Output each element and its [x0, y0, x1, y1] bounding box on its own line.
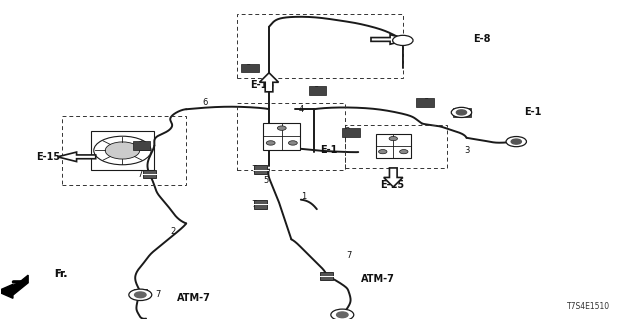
- Circle shape: [105, 142, 140, 159]
- Text: 7: 7: [155, 290, 160, 299]
- Text: Fr.: Fr.: [54, 269, 67, 279]
- Bar: [342, 128, 360, 137]
- Text: E-15: E-15: [250, 80, 274, 91]
- Text: 5: 5: [263, 176, 268, 185]
- Text: 8: 8: [458, 108, 463, 117]
- Circle shape: [389, 137, 397, 141]
- Circle shape: [399, 149, 408, 154]
- Bar: [320, 272, 333, 280]
- Circle shape: [393, 35, 413, 45]
- Text: 3: 3: [464, 146, 469, 155]
- Bar: [308, 86, 326, 95]
- Circle shape: [289, 141, 298, 145]
- Bar: [237, 103, 346, 170]
- Circle shape: [134, 292, 146, 298]
- Text: 1: 1: [301, 192, 307, 201]
- Text: Fr.: Fr.: [54, 269, 67, 279]
- Bar: [143, 170, 156, 178]
- Text: E-8: E-8: [473, 35, 490, 44]
- Bar: [453, 108, 471, 117]
- Bar: [134, 289, 147, 297]
- Text: E-15: E-15: [36, 152, 61, 162]
- Text: E-15: E-15: [381, 180, 404, 190]
- Circle shape: [331, 309, 354, 320]
- Text: 4: 4: [298, 105, 303, 114]
- Circle shape: [451, 107, 472, 117]
- Text: 2: 2: [171, 227, 176, 236]
- Text: 7: 7: [252, 165, 257, 174]
- Bar: [346, 125, 447, 168]
- Bar: [376, 134, 411, 158]
- Bar: [263, 123, 300, 150]
- Bar: [91, 131, 154, 170]
- Circle shape: [511, 139, 522, 144]
- Text: 8: 8: [314, 86, 319, 95]
- Circle shape: [337, 312, 348, 318]
- Text: ATM-7: ATM-7: [362, 274, 396, 284]
- Circle shape: [379, 149, 387, 154]
- Text: 8: 8: [245, 63, 251, 73]
- Polygon shape: [371, 35, 409, 44]
- Circle shape: [266, 141, 275, 145]
- Text: T7S4E1510: T7S4E1510: [567, 302, 610, 311]
- Text: 7: 7: [252, 200, 257, 209]
- Bar: [254, 165, 267, 174]
- Bar: [62, 116, 186, 185]
- Circle shape: [506, 137, 527, 147]
- Text: 8: 8: [345, 127, 350, 136]
- Text: 7: 7: [346, 251, 351, 260]
- Bar: [254, 200, 267, 209]
- Bar: [132, 141, 150, 150]
- Text: 6: 6: [203, 99, 208, 108]
- Bar: [237, 14, 403, 77]
- Circle shape: [277, 126, 286, 130]
- Bar: [416, 99, 434, 107]
- Bar: [241, 64, 259, 72]
- Circle shape: [129, 289, 152, 300]
- Text: 7: 7: [138, 170, 143, 179]
- Text: 8: 8: [424, 99, 429, 108]
- Circle shape: [456, 110, 467, 115]
- Text: 8: 8: [137, 141, 142, 150]
- Text: E-1: E-1: [524, 108, 541, 117]
- Polygon shape: [0, 275, 28, 298]
- Text: ATM-7: ATM-7: [177, 293, 211, 303]
- Text: E-1: E-1: [320, 146, 337, 156]
- Polygon shape: [384, 168, 403, 187]
- Circle shape: [94, 136, 151, 165]
- Polygon shape: [259, 73, 278, 92]
- Polygon shape: [58, 152, 96, 162]
